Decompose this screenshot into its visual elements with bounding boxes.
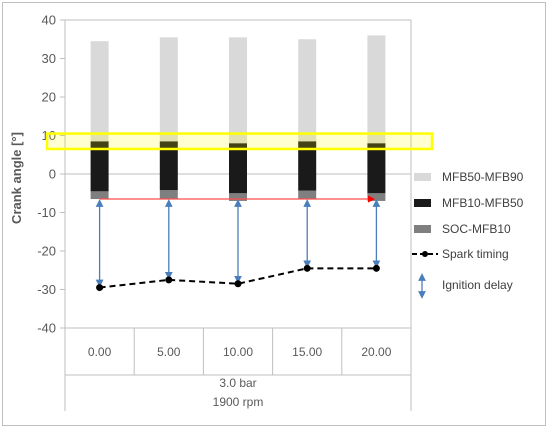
legend-label: SOC-MFB10 <box>442 222 511 236</box>
spark-timing-point <box>372 264 380 272</box>
y-tick-label: -20 <box>37 244 56 259</box>
y-tick-label: 30 <box>42 51 56 66</box>
bar-mfb50-mfb90 <box>229 37 247 144</box>
bars-layer <box>90 35 386 201</box>
spark-timing-point <box>96 284 104 292</box>
bar-mfb10-mfb50 <box>90 141 109 192</box>
y-tick-label: -10 <box>37 205 56 220</box>
spark-timing-line <box>99 267 377 289</box>
y-axis-label: Crank angle [°] <box>9 132 24 224</box>
bar-soc-mfb10 <box>159 190 178 200</box>
category-label: 10.00 <box>223 345 253 359</box>
category-label: 5.00 <box>157 345 181 359</box>
bar-mfb50-mfb90 <box>367 35 386 144</box>
spark-timing-point <box>234 280 242 288</box>
highlight-band <box>45 132 434 151</box>
category-label: 15.00 <box>292 345 322 359</box>
category-label: 20.00 <box>361 345 391 359</box>
y-tick-label: 40 <box>42 13 56 28</box>
axes-layer: 40 30 20 10 0 -10 -20 -30 -40 <box>37 13 412 336</box>
bar-mfb50-mfb90 <box>298 39 317 142</box>
y-tick-label: -30 <box>37 282 56 297</box>
legend-label: Ignition delay <box>442 278 513 292</box>
y-tick-label: 20 <box>42 90 56 105</box>
legend: MFB50-MFB90 MFB10-MFB50 SOC-MFB10 Spark tim… <box>412 170 524 299</box>
spark-timing-point <box>165 276 173 284</box>
legend-label: Spark timing <box>442 247 509 261</box>
legend-swatch <box>414 199 431 207</box>
group-label-load: 3.0 bar <box>219 376 256 390</box>
legend-dot-swatch <box>422 251 428 257</box>
legend-swatch <box>414 225 431 233</box>
bar-mfb10-mfb50 <box>159 141 178 191</box>
y-tick-label: -40 <box>37 321 56 336</box>
bar-mfb10-mfb50 <box>298 141 317 191</box>
chart-frame: 40 30 20 10 0 -10 -20 -30 -40 0.00 5.00 10.00 15.00… <box>2 2 546 426</box>
legend-label: MFB50-MFB90 <box>442 170 524 184</box>
chart-canvas: 40 30 20 10 0 -10 -20 -30 -40 0.00 5.00 10.00 15.00… <box>9 13 524 411</box>
bar-soc-mfb10 <box>229 193 247 201</box>
legend-label: MFB10-MFB50 <box>442 196 524 210</box>
bar-mfb50-mfb90 <box>159 37 178 142</box>
overlay-layer <box>45 132 434 292</box>
group-label-speed: 1900 rpm <box>213 395 264 409</box>
bar-soc-mfb10 <box>90 191 109 200</box>
category-axis: 0.00 5.00 10.00 15.00 20.00 3.0 bar 1900 rpm <box>64 328 412 411</box>
bar-soc-mfb10 <box>298 190 317 200</box>
bar-mfb10-mfb50 <box>229 143 247 194</box>
y-tick-label: 0 <box>49 167 56 182</box>
category-label: 0.00 <box>88 345 112 359</box>
bar-soc-mfb10 <box>367 193 386 201</box>
y-tick-label: 10 <box>42 128 56 143</box>
bar-mfb10-mfb50 <box>367 143 386 194</box>
bar-mfb50-mfb90 <box>90 41 109 142</box>
spark-timing-point <box>303 264 311 272</box>
legend-swatch <box>414 173 431 181</box>
